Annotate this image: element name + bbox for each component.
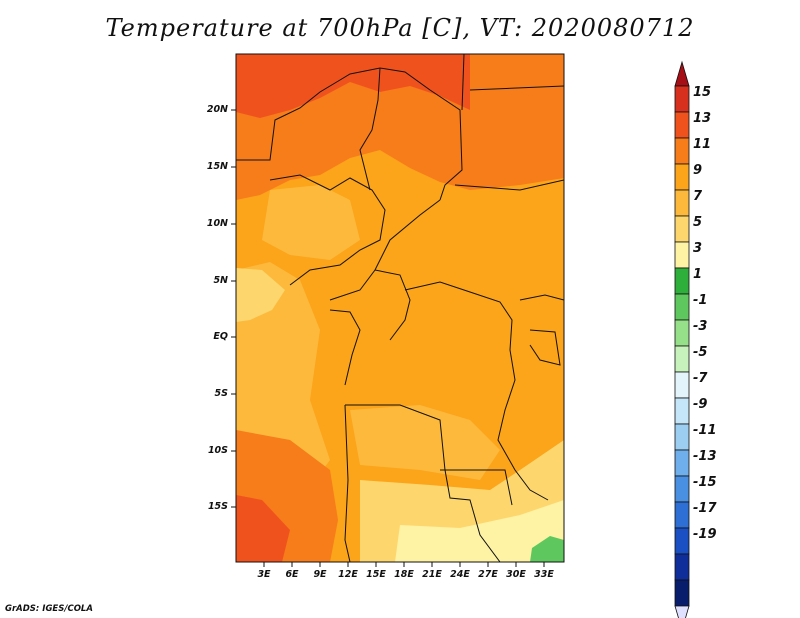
colorbar-swatch xyxy=(674,449,690,477)
lat-label-15s: 15S xyxy=(207,501,228,512)
colorbar-swatch xyxy=(674,163,690,191)
lon-label-12e: 12E xyxy=(338,569,358,580)
colorbar-swatch xyxy=(674,85,690,113)
colorbar-bottom-arrow xyxy=(674,605,690,618)
x-axis-ticks xyxy=(263,562,545,567)
contour-9-interior-1 xyxy=(262,185,360,260)
colorbar-swatch xyxy=(674,579,690,607)
lon-label-9e: 9E xyxy=(313,569,327,580)
lon-label-33e: 33E xyxy=(534,569,554,580)
colorbar-swatch xyxy=(674,345,690,373)
colorbar-label: -9 xyxy=(693,397,708,412)
colorbar-label: -15 xyxy=(693,475,717,490)
colorbar-swatch xyxy=(674,215,690,243)
lat-label-5n: 5N xyxy=(213,275,228,286)
contour-9-interior-2 xyxy=(350,405,500,480)
colorbar-label: -7 xyxy=(693,371,708,386)
lon-label-27e: 27E xyxy=(478,569,498,580)
lon-label-3e: 3E xyxy=(257,569,271,580)
colorbar-label: 3 xyxy=(693,241,703,256)
colorbar-label: -5 xyxy=(693,345,708,360)
colorbar-swatch xyxy=(674,137,690,165)
contour-13-ne xyxy=(470,54,564,96)
lat-label-10s: 10S xyxy=(207,445,228,456)
map-frame xyxy=(235,53,565,563)
colorbar-swatch xyxy=(674,241,690,269)
colorbar-swatch xyxy=(674,397,690,425)
contour-11-east xyxy=(480,205,564,300)
colorbar-label: -3 xyxy=(693,319,708,334)
contour-5-south xyxy=(395,500,564,562)
lat-label-5s: 5S xyxy=(214,388,228,399)
colorbar-label: 13 xyxy=(693,111,712,126)
colorbar-label: 11 xyxy=(693,137,712,152)
colorbar-label: 15 xyxy=(693,85,712,100)
colorbar-swatch xyxy=(674,475,690,503)
colorbar-swatch xyxy=(674,371,690,399)
colorbar-swatch xyxy=(674,293,690,321)
colorbar-top-arrow xyxy=(674,60,690,87)
colorbar-label: -17 xyxy=(693,501,717,516)
colorbar-label: 9 xyxy=(693,163,703,178)
colorbar-swatch xyxy=(674,553,690,581)
colorbar-label: -19 xyxy=(693,527,717,542)
colorbar-label: 1 xyxy=(693,267,703,282)
colorbar-swatch xyxy=(674,267,690,295)
lon-label-21e: 21E xyxy=(422,569,442,580)
lat-label-10n: 10N xyxy=(206,218,228,229)
colorbar-label: 5 xyxy=(693,215,703,230)
colorbar xyxy=(674,60,690,618)
contour-13-north xyxy=(236,54,470,118)
colorbar-label: -11 xyxy=(693,423,717,438)
colorbar-swatch xyxy=(674,319,690,347)
lat-label-20n: 20N xyxy=(206,104,228,115)
contour-13-sw xyxy=(236,495,290,562)
country-borders xyxy=(236,54,564,562)
colorbar-label: -1 xyxy=(693,293,708,308)
colorbar-swatch xyxy=(674,501,690,529)
lon-label-24e: 24E xyxy=(450,569,470,580)
temperature-field xyxy=(236,54,564,562)
lon-label-18e: 18E xyxy=(394,569,414,580)
y-axis-ticks xyxy=(231,109,236,508)
lat-label-15n: 15N xyxy=(206,161,228,172)
contour-3-patch xyxy=(530,536,564,562)
lon-label-15e: 15E xyxy=(366,569,386,580)
colorbar-label: -13 xyxy=(693,449,717,464)
grads-credit: GrADS: IGES/COLA xyxy=(5,604,93,614)
colorbar-swatch xyxy=(674,111,690,139)
lon-label-6e: 6E xyxy=(285,569,299,580)
colorbar-swatch xyxy=(674,189,690,217)
colorbar-label: 7 xyxy=(693,189,703,204)
map-title: Temperature at 700hPa [C], VT: 202008071… xyxy=(105,14,695,42)
lat-label-eq: EQ xyxy=(213,331,228,342)
contour-7-coast xyxy=(236,268,285,322)
colorbar-swatch xyxy=(674,423,690,451)
lon-label-30e: 30E xyxy=(506,569,526,580)
colorbar-swatch xyxy=(674,527,690,555)
